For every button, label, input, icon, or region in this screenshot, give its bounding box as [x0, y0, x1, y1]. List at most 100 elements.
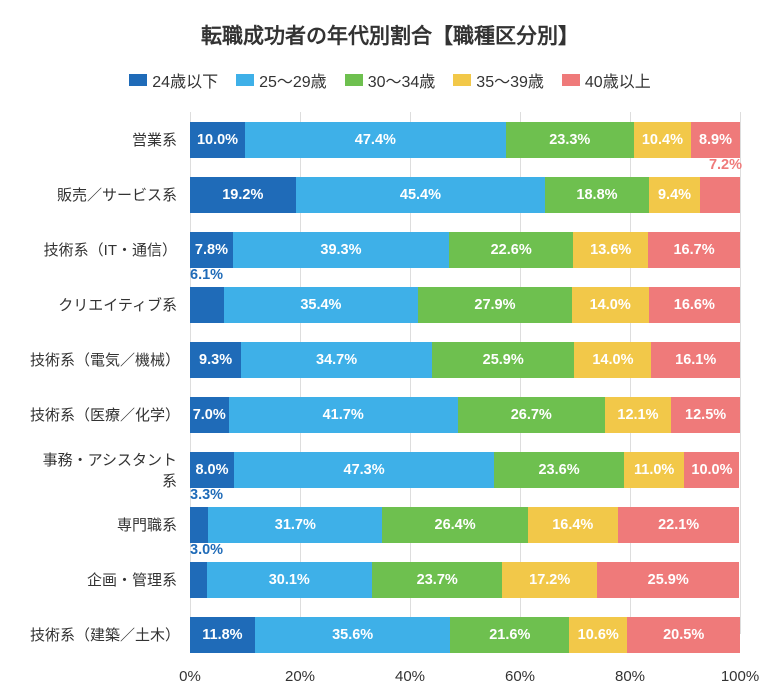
category-label: 技術系（IT・通信）	[30, 239, 185, 260]
bar-segment: 10.0%	[190, 122, 245, 158]
value-callout: 3.3%	[190, 487, 223, 503]
bar-segment: 35.4%	[224, 287, 419, 323]
bar-segment: 16.4%	[528, 507, 618, 543]
category-label: 専門職系	[30, 514, 185, 535]
category-label: 販売／サービス系	[30, 184, 185, 205]
x-axis-tick: 40%	[395, 668, 425, 685]
legend-item: 40歳以上	[562, 68, 651, 92]
bar-segment: 22.6%	[449, 232, 573, 268]
category-label: 企画・管理系	[30, 569, 185, 590]
x-axis-tick: 100%	[721, 668, 759, 685]
bar-segment: 19.2%	[190, 177, 296, 213]
bar-segment: 47.4%	[245, 122, 506, 158]
stacked-bar: 10.0%47.4%23.3%10.4%8.9%	[190, 122, 740, 158]
plot-wrapper: 営業系10.0%47.4%23.3%10.4%8.9%販売／サービス系7.2%1…	[30, 112, 750, 662]
stacked-bar: 7.8%39.3%22.6%13.6%16.7%	[190, 232, 740, 268]
legend-item: 30～34歳	[345, 68, 436, 92]
bar-segment: 16.1%	[651, 342, 740, 378]
category-label: 技術系（建築／土木）	[30, 624, 185, 645]
legend-label: 40歳以上	[585, 68, 651, 92]
value-callout: 6.1%	[190, 267, 223, 283]
legend-item: 24歳以下	[129, 68, 218, 92]
chart-legend: 24歳以下 25～29歳 30～34歳 35～39歳 40歳以上	[30, 68, 750, 92]
legend-label: 25～29歳	[259, 68, 327, 92]
legend-swatch	[129, 74, 147, 86]
x-axis: 0%20%40%60%80%100%	[190, 668, 740, 692]
bar-row: 技術系（医療／化学）7.0%41.7%26.7%12.1%12.5%	[190, 387, 740, 442]
bar-segment	[700, 177, 740, 213]
category-label: 事務・アシスタント系	[30, 449, 185, 491]
bar-segment: 31.7%	[208, 507, 382, 543]
stacked-bar: 11.8%35.6%21.6%10.6%20.5%	[190, 617, 740, 653]
bar-segment: 20.5%	[627, 617, 740, 653]
bar-segment	[190, 507, 208, 543]
bar-segment: 45.4%	[296, 177, 546, 213]
x-axis-tick: 80%	[615, 668, 645, 685]
bar-segment: 17.2%	[502, 562, 597, 598]
bar-segment: 16.7%	[648, 232, 740, 268]
bar-segment: 12.1%	[605, 397, 672, 433]
bar-segment: 11.0%	[624, 452, 685, 488]
value-callout: 7.2%	[709, 157, 742, 173]
stacked-bar: 7.0%41.7%26.7%12.1%12.5%	[190, 397, 740, 433]
chart-container: 転職成功者の年代別割合【職種区分別】 24歳以下 25～29歳 30～34歳 3…	[0, 0, 780, 699]
bar-segment: 30.1%	[207, 562, 373, 598]
bar-segment: 22.1%	[618, 507, 740, 543]
legend-swatch	[236, 74, 254, 86]
grid-line	[740, 112, 741, 634]
legend-swatch	[345, 74, 363, 86]
bar-segment: 39.3%	[233, 232, 449, 268]
bar-row: 企画・管理系3.0%30.1%23.7%17.2%25.9%	[190, 552, 740, 607]
legend-item: 35～39歳	[453, 68, 544, 92]
bar-segment: 23.7%	[372, 562, 502, 598]
bar-segment: 10.6%	[569, 617, 627, 653]
bar-segment: 21.6%	[450, 617, 569, 653]
bar-segment: 7.8%	[190, 232, 233, 268]
x-axis-tick: 60%	[505, 668, 535, 685]
bar-segment	[190, 562, 207, 598]
bar-segment: 14.0%	[574, 342, 651, 378]
x-axis-tick: 20%	[285, 668, 315, 685]
bar-segment: 13.6%	[573, 232, 648, 268]
bar-segment: 8.0%	[190, 452, 234, 488]
bar-segment: 10.0%	[684, 452, 739, 488]
stacked-bar: 31.7%26.4%16.4%22.1%	[190, 507, 740, 543]
stacked-bar: 35.4%27.9%14.0%16.6%	[190, 287, 740, 323]
bar-segment: 7.0%	[190, 397, 229, 433]
stacked-bar: 9.3%34.7%25.9%14.0%16.1%	[190, 342, 740, 378]
category-label: 技術系（医療／化学）	[30, 404, 185, 425]
x-axis-tick: 0%	[179, 668, 201, 685]
bar-row: 専門職系3.3%31.7%26.4%16.4%22.1%	[190, 497, 740, 552]
bar-row: 技術系（電気／機械）9.3%34.7%25.9%14.0%16.1%	[190, 332, 740, 387]
value-callout: 3.0%	[190, 542, 223, 558]
stacked-bar: 8.0%47.3%23.6%11.0%10.0%	[190, 452, 740, 488]
category-label: 技術系（電気／機械）	[30, 349, 185, 370]
bar-segment: 26.4%	[382, 507, 527, 543]
category-label: 営業系	[30, 129, 185, 150]
bar-row: 事務・アシスタント系8.0%47.3%23.6%11.0%10.0%	[190, 442, 740, 497]
legend-item: 25～29歳	[236, 68, 327, 92]
legend-swatch	[453, 74, 471, 86]
bar-segment: 9.4%	[649, 177, 701, 213]
bar-segment: 27.9%	[418, 287, 571, 323]
bar-segment: 41.7%	[229, 397, 458, 433]
legend-label: 24歳以下	[152, 68, 218, 92]
plot-area: 営業系10.0%47.4%23.3%10.4%8.9%販売／サービス系7.2%1…	[190, 112, 740, 662]
bar-segment: 10.4%	[634, 122, 691, 158]
bar-row: 技術系（建築／土木）11.8%35.6%21.6%10.6%20.5%	[190, 607, 740, 662]
stacked-bar: 19.2%45.4%18.8%9.4%	[190, 177, 740, 213]
legend-label: 30～34歳	[368, 68, 436, 92]
bar-segment: 16.6%	[649, 287, 740, 323]
bar-row: 販売／サービス系7.2%19.2%45.4%18.8%9.4%	[190, 167, 740, 222]
category-label: クリエイティブ系	[30, 294, 185, 315]
bar-segment: 18.8%	[545, 177, 648, 213]
bar-segment: 35.6%	[255, 617, 451, 653]
bar-segment: 8.9%	[691, 122, 740, 158]
bar-segment: 11.8%	[190, 617, 255, 653]
stacked-bar: 30.1%23.7%17.2%25.9%	[190, 562, 740, 598]
legend-swatch	[562, 74, 580, 86]
bar-segment: 25.9%	[432, 342, 574, 378]
bar-segment: 25.9%	[597, 562, 739, 598]
bar-row: クリエイティブ系6.1%35.4%27.9%14.0%16.6%	[190, 277, 740, 332]
legend-label: 35～39歳	[476, 68, 544, 92]
